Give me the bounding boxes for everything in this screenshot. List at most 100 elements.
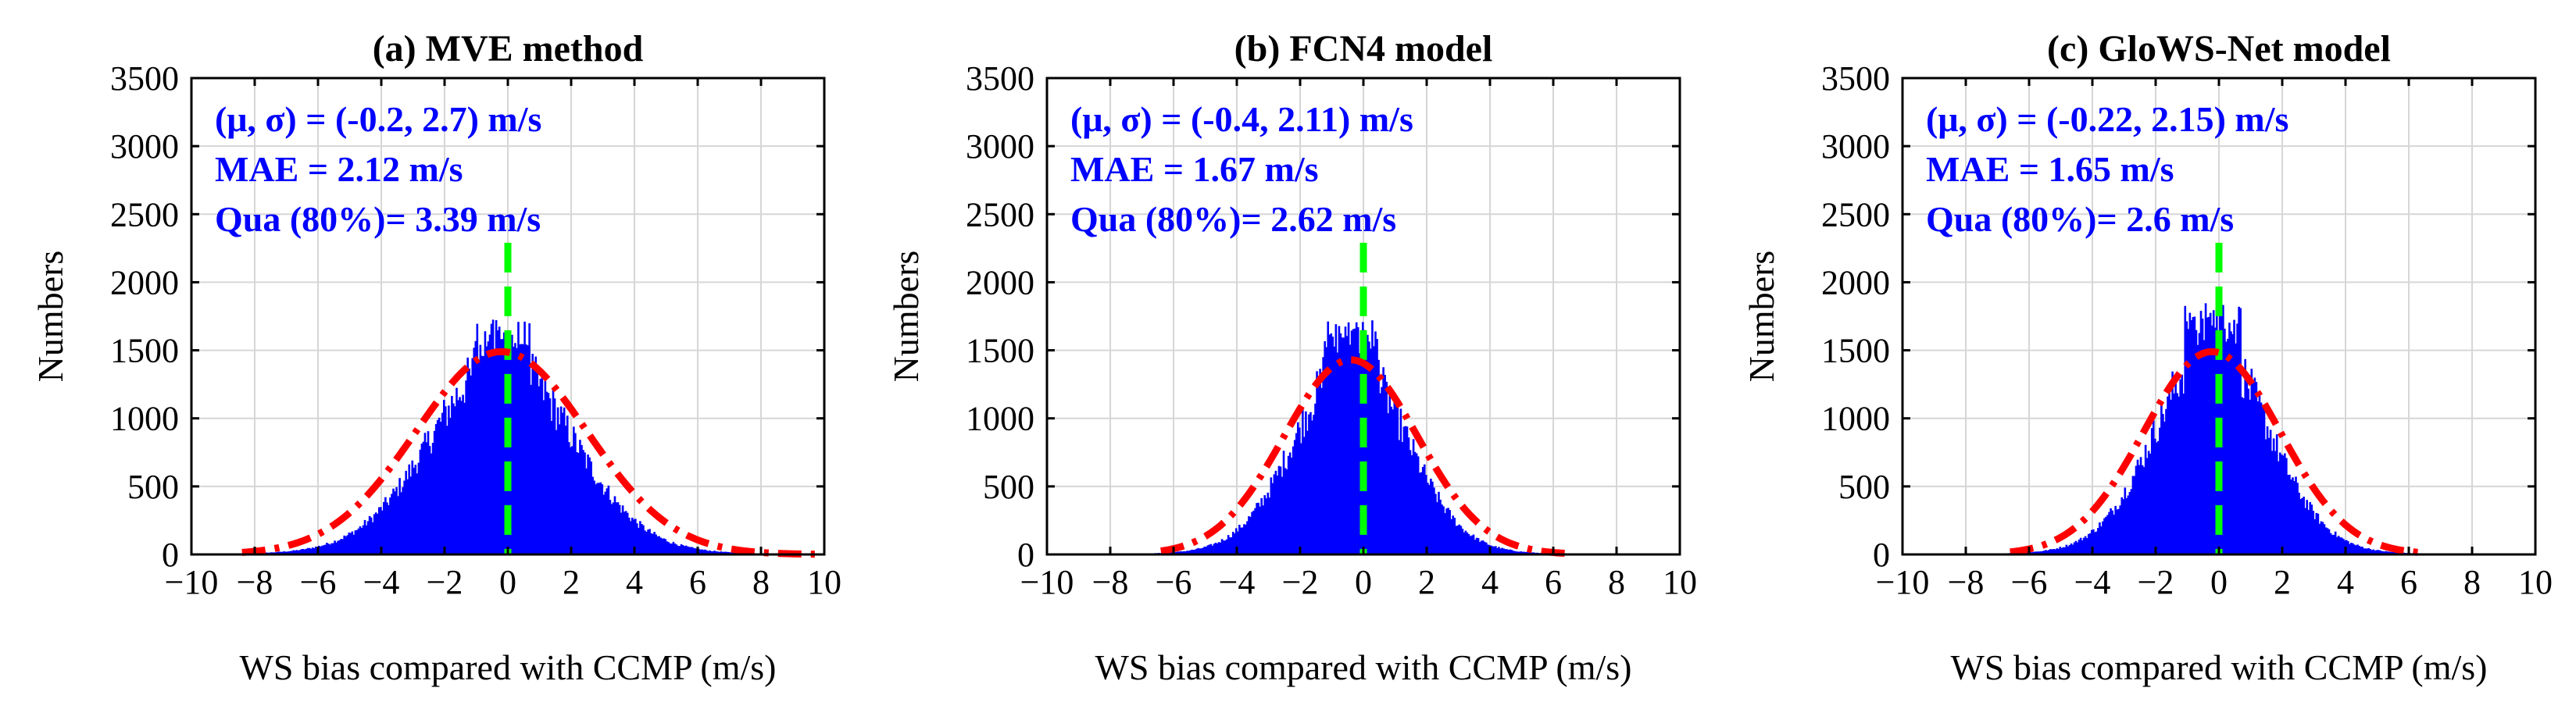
histogram-bar [1209, 544, 1213, 554]
histogram-bar [436, 419, 439, 554]
histogram-bar [2284, 453, 2286, 554]
histogram-bar [2301, 497, 2303, 554]
histogram-bar [1319, 369, 1321, 554]
histogram-bar [1181, 551, 1184, 554]
histogram-bar [2239, 308, 2242, 554]
histogram-bar [289, 551, 292, 554]
histogram-bar [477, 361, 481, 554]
histogram-bar [2213, 327, 2217, 554]
histogram-bar [2168, 383, 2170, 554]
histogram-bar [587, 454, 589, 554]
histogram-bar [2133, 476, 2136, 554]
histogram-bar [493, 351, 496, 554]
histogram-bar [2274, 451, 2277, 554]
histogram-bar [311, 547, 314, 554]
histogram-bar [2087, 533, 2090, 554]
y-tick-label: 500 [983, 468, 1034, 506]
histogram-bar [1438, 491, 1440, 554]
y-tick-label: 500 [1838, 468, 1890, 506]
histogram-bar [531, 354, 534, 554]
x-tick-label: 0 [2210, 563, 2228, 601]
chart-panel-3: −10 −8 −6 −4 −2 0 2 4 6 8 10 0 500 1000 1500 2000 2500 30… [1742, 28, 2553, 687]
histogram-bar [476, 323, 479, 554]
histogram-bar [1475, 537, 1478, 554]
histogram-bar [422, 441, 425, 554]
histogram-bar [1344, 326, 1347, 554]
histogram-bar [1277, 465, 1281, 554]
histogram-bar [652, 533, 654, 554]
histogram-bar [501, 339, 504, 554]
histogram-bar [2116, 509, 2118, 554]
histogram-bar [1302, 409, 1304, 554]
histogram-bar [1356, 327, 1359, 554]
histogram-bar [692, 547, 695, 554]
histogram-bar [1459, 526, 1463, 554]
histogram-bar [1506, 549, 1508, 554]
histogram-bar [302, 548, 305, 554]
stats-annotation-line: MAE = 1.65 m/s [1926, 149, 2174, 189]
histogram-bar [1331, 337, 1334, 554]
histogram-bar [1257, 502, 1259, 554]
histogram-bar [2340, 537, 2343, 554]
histogram-bar [675, 544, 678, 554]
histogram-bar [2103, 518, 2106, 554]
histogram-bar [548, 398, 552, 554]
histogram-bar [471, 358, 474, 554]
histogram-bar [1233, 533, 1236, 554]
histogram-bar [2100, 526, 2103, 554]
histogram-bar [2263, 408, 2266, 554]
x-tick-label: 2 [1418, 563, 1435, 601]
histogram-bar [2318, 523, 2321, 554]
histogram-bar [474, 340, 477, 554]
histogram-bar [2187, 329, 2190, 554]
chart-panel-2: −10 −8 −6 −4 −2 0 2 4 6 8 10 0 500 1000 1500 2000 2500 30… [886, 28, 1697, 687]
histogram-bar [335, 542, 338, 554]
histogram-bar [639, 521, 641, 554]
histogram-bar [2264, 439, 2267, 554]
histogram-bar [2059, 547, 2062, 554]
histogram-bar [1518, 551, 1521, 554]
histogram-bar [2090, 529, 2093, 554]
histogram-bar [624, 511, 627, 554]
x-axis-label: WS bias compared with CCMP (m/s) [1095, 647, 1632, 687]
histogram-bar [2290, 479, 2292, 554]
histogram-bar [2238, 306, 2240, 554]
histogram-bar [465, 380, 467, 554]
histogram-bar [288, 551, 291, 554]
histogram-bar [2261, 405, 2264, 554]
histogram-bar [2231, 333, 2234, 554]
histogram-bar [2147, 451, 2150, 554]
histogram-bar [2156, 442, 2158, 554]
histogram-bar [2068, 545, 2071, 554]
histogram-bar [495, 319, 498, 554]
histogram-bar [1219, 542, 1222, 554]
y-tick-label: 3500 [110, 59, 179, 98]
histogram-bar [2105, 516, 2107, 554]
histogram-bar [2381, 551, 2385, 554]
histogram-bar [1428, 484, 1431, 554]
histogram-bar [1395, 397, 1398, 554]
histogram-bar [631, 517, 634, 554]
histogram-bar [1401, 442, 1404, 554]
histogram-bar [2356, 544, 2359, 554]
x-tick-label: −8 [237, 563, 273, 601]
histogram-bar [2046, 551, 2049, 554]
histogram-bar [373, 514, 376, 554]
histogram-bar [623, 511, 626, 554]
histogram-bar [466, 357, 469, 554]
x-tick-label: 0 [499, 563, 516, 601]
histogram-bar [2042, 551, 2044, 554]
histogram-bar [2380, 551, 2383, 554]
histogram-bar [706, 550, 708, 554]
y-axis-label: Numbers [886, 251, 926, 383]
histogram-bar [1495, 546, 1497, 554]
histogram-bar [2210, 325, 2213, 554]
histogram-bar [1227, 535, 1230, 554]
histogram-bar [2035, 551, 2038, 554]
histogram-bar [1456, 525, 1459, 554]
histogram-bar [1265, 498, 1268, 554]
histogram-bar [680, 544, 683, 554]
histogram-bar [534, 356, 538, 554]
histogram-bar [1290, 458, 1293, 554]
histogram-bar [1325, 347, 1328, 554]
